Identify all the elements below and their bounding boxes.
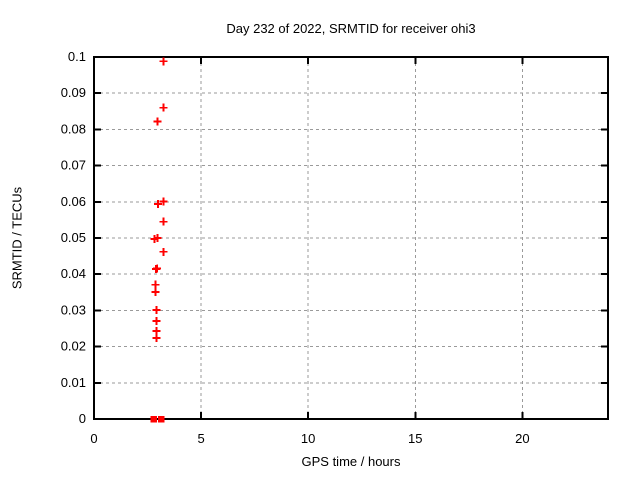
data-point-square bbox=[157, 415, 165, 423]
data-point-square bbox=[150, 415, 158, 423]
y-tick-label: 0.02 bbox=[61, 339, 86, 354]
data-point-plus bbox=[153, 234, 162, 242]
data-point-plus bbox=[153, 264, 162, 273]
y-tick-label: 0.06 bbox=[61, 194, 86, 209]
data-point-plus bbox=[152, 327, 161, 336]
chart-title: Day 232 of 2022, SRMTID for receiver ohi… bbox=[226, 21, 476, 36]
data-point-plus bbox=[159, 103, 168, 112]
x-tick-label: 15 bbox=[408, 431, 422, 446]
y-tick-label: 0 bbox=[79, 411, 86, 426]
y-tick-label: 0.09 bbox=[61, 85, 86, 100]
data-point-plus bbox=[153, 117, 162, 126]
data-point-plus bbox=[159, 197, 168, 206]
data-point-plus bbox=[159, 247, 168, 256]
y-tick-label: 0.08 bbox=[61, 121, 86, 136]
data-point-plus bbox=[159, 57, 168, 66]
data-point-plus bbox=[151, 287, 160, 296]
y-tick-label: 0.01 bbox=[61, 375, 86, 390]
x-tick-label: 10 bbox=[301, 431, 315, 446]
data-point-plus bbox=[152, 333, 161, 342]
x-axis-label: GPS time / hours bbox=[301, 454, 401, 469]
x-tick-label: 0 bbox=[90, 431, 97, 446]
data-point-plus bbox=[151, 280, 160, 289]
y-tick-label: 0.07 bbox=[61, 158, 86, 173]
y-tick-label: 0.04 bbox=[61, 266, 86, 281]
x-tick-label: 5 bbox=[197, 431, 204, 446]
data-point-plus bbox=[152, 306, 161, 315]
data-point-plus bbox=[159, 217, 168, 226]
plot-border bbox=[93, 56, 609, 420]
y-tick-label: 0.05 bbox=[61, 230, 86, 245]
data-point-plus bbox=[152, 316, 161, 325]
x-tick-label: 20 bbox=[515, 431, 529, 446]
y-tick-label: 0.03 bbox=[61, 302, 86, 317]
data-point-plus bbox=[154, 199, 163, 208]
y-tick-label: 0.1 bbox=[68, 49, 86, 64]
